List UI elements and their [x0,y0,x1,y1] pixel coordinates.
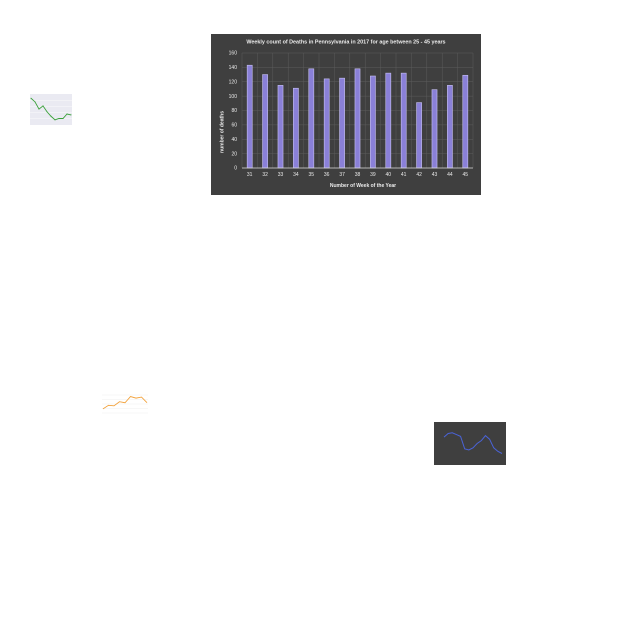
x-tick-label: 40 [386,172,392,178]
x-tick-label: 31 [247,172,253,178]
data-point [54,119,56,121]
y-axis-tick-labels: 0 20 40 60 80 100 120 140 160 [229,51,238,172]
data-point [46,111,48,113]
x-tick-label: 45 [463,172,469,178]
data-point [62,118,64,119]
y-tick-label: 80 [231,108,237,114]
bar [462,74,469,169]
y-tick-label: 160 [229,51,238,57]
bar [323,78,330,169]
bar [262,74,268,169]
data-point [38,108,40,110]
data-point [50,115,52,117]
y-axis-label: number of deaths [220,111,226,153]
data-point [42,105,44,107]
bar [246,64,253,169]
y-tick-label: 40 [231,137,237,143]
x-tick-label: 32 [262,172,268,178]
x-tick-label: 39 [370,172,376,178]
thumbnail-dark-line-chart [434,422,506,465]
y-tick-label: 100 [229,94,238,100]
x-axis-label: Number of Week of the Year [330,183,396,189]
y-tick-label: 60 [231,123,237,129]
y-tick-label: 0 [234,166,237,172]
thumb-green-plot-area [30,94,72,125]
main-bar-chart-panel: Weekly count of Deaths in Pennsylvania i… [211,34,481,195]
y-tick-label: 20 [231,151,237,157]
thumb-orange-grid [102,394,148,414]
bar [354,68,361,169]
bar [400,72,407,169]
x-tick-label: 36 [324,172,330,178]
x-tick-label: 35 [309,172,315,178]
chart-bars [246,64,469,169]
thumb-green-points [30,97,72,121]
thumbnail-orange-line-chart [92,385,150,421]
x-tick-label: 33 [278,172,284,178]
bar [447,85,453,169]
bar [385,72,392,169]
thumb-green-grid [30,99,72,119]
thumb-orange-series-line [102,396,148,410]
main-bar-chart: Weekly count of Deaths in Pennsylvania i… [220,40,474,189]
bar [308,68,315,169]
bar [339,77,345,169]
y-tick-label: 140 [229,65,238,71]
thumb-dark-background [434,422,506,465]
thumbnail-green-line-chart [22,89,74,132]
thumb-orange-background [92,385,150,421]
bar [416,102,422,169]
data-point [34,101,36,103]
x-tick-label: 34 [293,172,299,178]
bar [293,87,299,169]
x-tick-label: 43 [432,172,438,178]
x-tick-label: 41 [401,172,407,178]
x-tick-label: 44 [447,172,453,178]
x-tick-label: 37 [339,172,345,178]
bar [277,85,284,169]
x-axis-tick-labels: 31 32 33 34 35 36 37 38 39 40 41 42 43 44 45 [247,172,468,178]
data-point [66,113,68,115]
data-point [70,114,72,116]
x-tick-label: 38 [355,172,361,178]
x-tick-label: 42 [416,172,422,178]
bar [431,89,438,169]
data-point [58,118,60,119]
bar [370,75,376,169]
y-tick-label: 120 [229,79,238,85]
chart-title: Weekly count of Deaths in Pennsylvania i… [246,40,445,46]
thumb-dark-series-line [443,432,503,454]
data-point [30,97,32,99]
